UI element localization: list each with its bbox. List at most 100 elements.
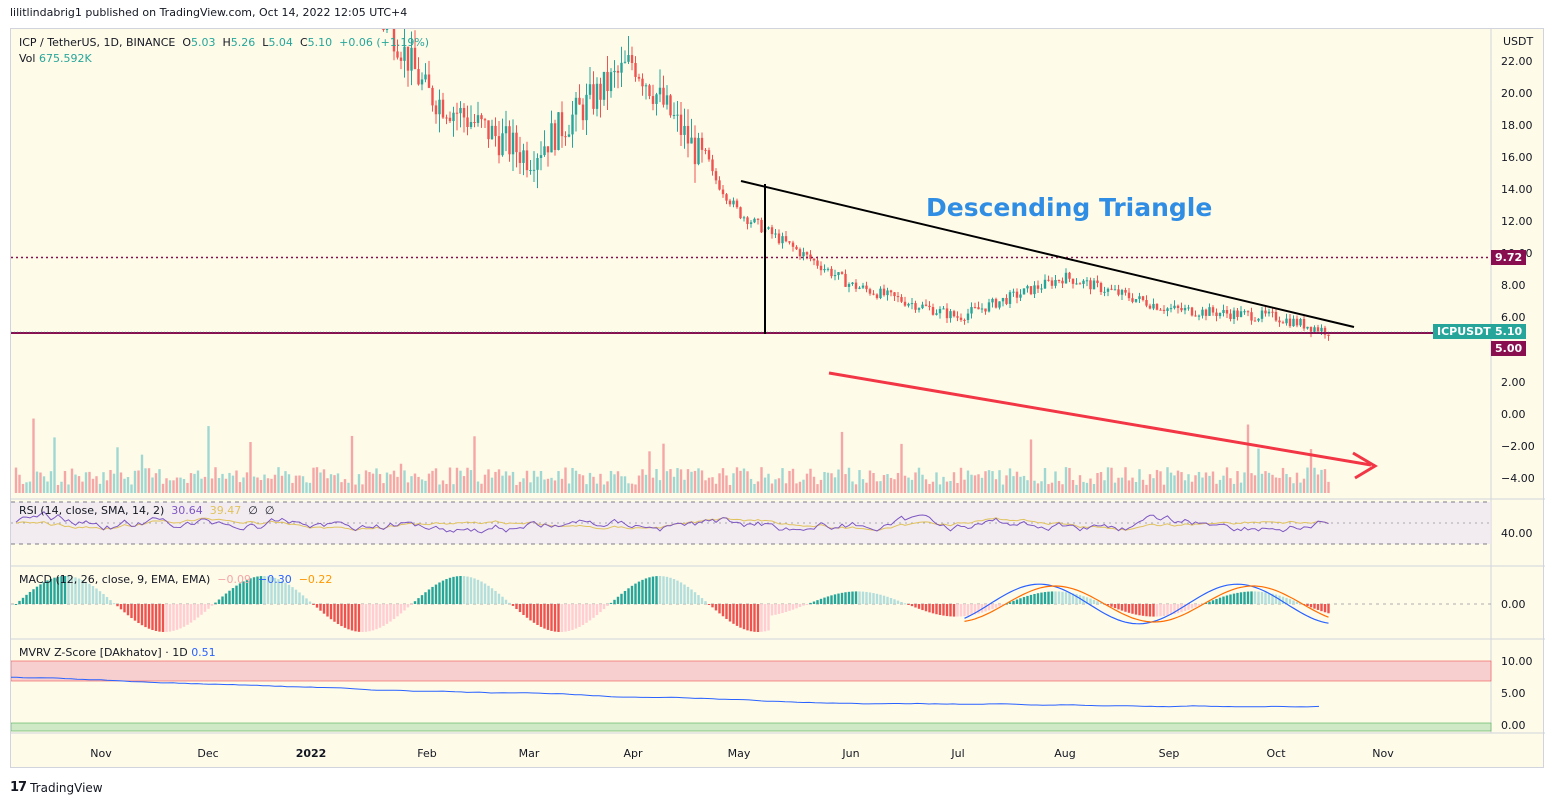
volume-bar: [1148, 474, 1152, 493]
lower-tick-2: −2.00: [1501, 440, 1535, 453]
candle-body: [1082, 280, 1085, 284]
candle-body: [980, 308, 984, 310]
volume-bar: [970, 474, 973, 493]
candle-body: [1239, 311, 1243, 317]
volume-bar: [137, 470, 140, 493]
downtrend-arrow-head: [1352, 451, 1378, 480]
volume-bar: [1313, 467, 1316, 493]
chart-frame[interactable]: USDT 22.00 20.00 18.00 16.00 14.00 12.00 10.00 8…: [10, 28, 1545, 769]
macd-bar: [935, 604, 938, 615]
volume-bar: [777, 478, 781, 493]
volume-bar: [763, 477, 767, 493]
macd-bar: [144, 604, 147, 628]
macd-bar: [1141, 604, 1145, 616]
high-value: 5.26: [230, 36, 256, 49]
candle-body: [1166, 308, 1169, 311]
chart-canvas[interactable]: USDT 22.00 20.00 18.00 16.00 14.00 12.00 10.00 8…: [11, 29, 1545, 769]
macd-bar: [420, 595, 424, 604]
candle-body: [819, 265, 823, 271]
macd-bar: [662, 576, 665, 604]
macd-bar: [868, 592, 872, 604]
macd-bar: [14, 604, 18, 605]
candle-body: [543, 146, 546, 156]
candle-body: [403, 46, 406, 61]
candle-body: [595, 83, 599, 109]
volume-bar: [14, 467, 18, 493]
volume-bar: [630, 483, 634, 493]
volume-bar: [1204, 472, 1208, 493]
macd-bar: [602, 604, 606, 610]
candle-body: [522, 150, 525, 163]
candle-body: [651, 96, 655, 104]
volume-bar: [1120, 477, 1124, 493]
candle-body: [588, 84, 592, 95]
symbol-legend: ICP / TetherUS, 1D, BINANCE O5.03 H5.26 …: [19, 36, 429, 49]
macd-bar: [637, 581, 641, 604]
macd-bar: [557, 604, 560, 632]
candle-body: [1159, 309, 1162, 311]
volume-bar: [511, 471, 515, 493]
volume-bar: [46, 481, 49, 493]
candle-body: [574, 97, 578, 115]
macd-bar: [749, 604, 753, 632]
volume-bar: [308, 482, 312, 493]
macd-bar: [665, 576, 669, 604]
macd-bar: [385, 604, 389, 624]
candle-body: [473, 121, 476, 123]
macd-bar: [329, 604, 333, 620]
volume-bar: [1201, 477, 1204, 493]
volume-bar: [354, 484, 357, 493]
macd-bar: [854, 591, 858, 604]
volume-bar: [1082, 481, 1085, 493]
volume-bar: [228, 472, 231, 493]
volume-bar: [1033, 480, 1036, 493]
candle-body: [480, 115, 483, 120]
footer-brand[interactable]: 17 TradingView: [10, 780, 103, 795]
macd-bar: [1183, 604, 1187, 611]
volume-bar: [578, 474, 581, 493]
macd-bar: [102, 594, 105, 604]
candle-body: [1215, 312, 1218, 317]
candle-body: [725, 194, 728, 201]
volume-bar: [1050, 482, 1054, 493]
x-tick-9: Aug: [1054, 747, 1075, 760]
macd-bar: [515, 604, 518, 610]
macd-bar: [67, 576, 70, 604]
macd-bar: [1274, 594, 1278, 604]
candle-body: [648, 85, 651, 97]
macd-bar: [168, 604, 172, 632]
volume-bar: [1271, 474, 1274, 493]
candle-body: [1295, 318, 1299, 326]
volume-bar: [385, 472, 389, 493]
macd-bar: [1001, 604, 1005, 606]
volume-bar: [102, 472, 105, 493]
macd-bar: [1047, 591, 1050, 604]
volume-bar: [693, 470, 697, 493]
volume-bar: [168, 480, 172, 493]
macd-bar: [770, 604, 774, 616]
candle-body: [840, 272, 844, 274]
candle-body: [434, 105, 438, 115]
candle-body: [910, 303, 914, 305]
macd-bar: [861, 591, 865, 604]
macd-bar: [875, 593, 879, 604]
candle-body: [1183, 307, 1187, 311]
macd-bar: [217, 599, 221, 604]
volume-legend: Vol 675.592K: [19, 52, 92, 65]
macd-bar: [1138, 604, 1141, 616]
candle-body: [1229, 313, 1232, 320]
candle-body: [711, 159, 714, 172]
macd-bar: [581, 604, 585, 626]
candle-body: [1001, 297, 1005, 302]
volume-bar: [546, 478, 550, 493]
volume-bar: [658, 480, 662, 493]
volume-bar: [35, 471, 39, 493]
candle-body: [935, 313, 938, 315]
volume-bar: [683, 479, 686, 493]
candle-body: [1075, 283, 1078, 285]
volume-bar: [1159, 471, 1162, 493]
macd-bar: [595, 604, 599, 616]
candle-body: [1187, 307, 1190, 309]
macd-bar: [1085, 597, 1089, 604]
candle-body: [858, 287, 861, 289]
